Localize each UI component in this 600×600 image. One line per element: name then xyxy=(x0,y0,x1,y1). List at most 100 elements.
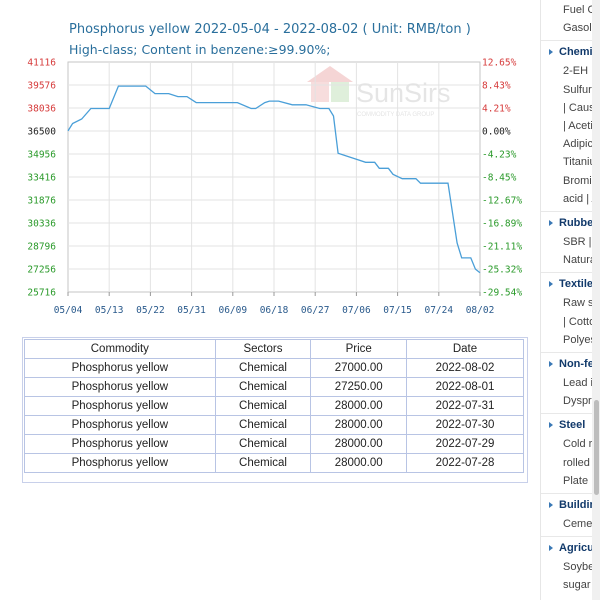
sidebar-category-heading[interactable]: Chemica xyxy=(549,46,600,58)
scrollbar-track[interactable] xyxy=(592,0,600,600)
sidebar-category-heading[interactable]: Building xyxy=(549,499,600,511)
sidebar-commodity-link[interactable]: rolled co xyxy=(563,456,600,469)
sidebar-category-heading[interactable]: Rubber & xyxy=(549,217,600,229)
sidebar-divider xyxy=(541,40,600,42)
sidebar-commodity-link[interactable]: Lead ing xyxy=(563,377,600,389)
sidebar-category-heading[interactable]: Textile xyxy=(549,278,593,290)
sidebar-commodity-link[interactable]: Raw silk xyxy=(563,297,600,310)
y-tick-label-left: 41116 xyxy=(27,58,56,69)
table-cell: 2022-08-02 xyxy=(406,358,524,378)
table-cell: Chemical xyxy=(214,434,312,454)
sidebar-heading-label: Steel xyxy=(559,419,586,432)
x-tick-label: 06/27 xyxy=(301,305,330,316)
table-cell: Phosphorus yellow xyxy=(24,358,216,378)
y-tick-label-left: 33416 xyxy=(27,173,56,184)
y-tick-label-left: 38036 xyxy=(27,104,56,115)
sidebar-category-heading[interactable]: Agricult xyxy=(549,542,600,554)
sidebar-commodity-link[interactable]: sugar | xyxy=(563,579,597,592)
main-content: Phosphorus yellow 2022-05-04 - 2022-08-0… xyxy=(22,22,528,483)
y-tick-label-right: -8.45% xyxy=(482,173,517,184)
triangle-bullet-icon xyxy=(549,361,553,368)
sidebar-commodity-link[interactable]: | Cotton xyxy=(563,315,600,328)
watermark-house-icon xyxy=(307,66,353,82)
sidebar-divider xyxy=(541,413,600,415)
sidebar-commodity-link[interactable]: SBR | L xyxy=(563,236,600,248)
y-tick-label-left: 30336 xyxy=(27,219,56,230)
sidebar-commodity-link[interactable]: Natural xyxy=(563,254,599,267)
triangle-bullet-icon xyxy=(549,49,553,56)
y-tick-label-right: 0.00% xyxy=(482,127,511,138)
triangle-bullet-icon xyxy=(549,502,553,509)
x-tick-label: 05/22 xyxy=(136,305,165,316)
y-tick-label-right: 12.65% xyxy=(482,58,517,69)
table-cell: 2022-07-31 xyxy=(406,396,524,416)
price-line-chart: SunSirs COMMODITY DATA GROUP 41116 12.65%… xyxy=(27,58,522,317)
sidebar-commodity-link[interactable]: Dyspros xyxy=(563,395,600,408)
table-row: Phosphorus yellow Chemical 28000.00 2022-07… xyxy=(24,434,524,454)
y-tick-label-left: 34956 xyxy=(27,150,56,161)
sidebar-heading-label: Agricult xyxy=(559,542,600,555)
x-tick-label: 07/15 xyxy=(383,305,412,316)
sidebar-commodity-link[interactable]: Plate | R xyxy=(563,474,600,487)
table-cell: Chemical xyxy=(214,358,312,378)
y-tick-label-left: 31876 xyxy=(27,196,56,207)
table-cell: Chemical xyxy=(214,396,312,416)
sidebar-commodity-link[interactable]: Cement xyxy=(563,518,600,530)
sidebar-commodity-link[interactable]: Titanium xyxy=(563,156,600,169)
table-cell: 2022-07-29 xyxy=(406,434,524,454)
table-cell: 2022-07-30 xyxy=(406,415,524,435)
table-cell: Phosphorus yellow xyxy=(24,415,216,435)
table-cell: Phosphorus yellow xyxy=(24,377,216,397)
sidebar-commodity-link[interactable]: Polyeste xyxy=(563,333,600,346)
sidebar-commodity-link[interactable]: Fuel Oil xyxy=(563,4,600,16)
y-tick-label-right: 8.43% xyxy=(482,81,511,92)
sidebar-commodity-link[interactable]: Bromine xyxy=(563,174,600,187)
table-cell: Phosphorus yellow xyxy=(24,434,216,454)
x-tick-label: 06/09 xyxy=(218,305,247,316)
x-tick-label: 07/06 xyxy=(342,305,371,316)
x-tick-label: 05/31 xyxy=(177,305,206,316)
sidebar-commodity-link[interactable]: Soybean xyxy=(563,561,600,574)
table-cell: Chemical xyxy=(214,453,312,473)
sidebar-category-heading[interactable]: Non-fer xyxy=(549,358,598,370)
x-tick-label: 08/02 xyxy=(466,305,495,316)
sidebar-commodity-link[interactable]: | Acetic xyxy=(563,120,599,132)
table-row: Phosphorus yellow Chemical 28000.00 2022-07… xyxy=(24,453,524,473)
column-header: Price xyxy=(310,339,408,359)
sidebar-commodity-link[interactable]: acid | A xyxy=(563,192,599,205)
table-cell: 28000.00 xyxy=(310,453,408,473)
table-cell: Chemical xyxy=(214,377,312,397)
triangle-bullet-icon xyxy=(549,281,553,288)
y-tick-label-right: -12.67% xyxy=(482,196,522,207)
sidebar-commodity-link[interactable]: Gasolin xyxy=(563,22,600,35)
watermark-brand: SunSirs xyxy=(356,78,451,108)
sidebar-commodity-link[interactable]: Sulfuric xyxy=(563,83,600,96)
sidebar-heading-label: Rubber & xyxy=(559,217,600,229)
x-tick-label: 07/24 xyxy=(424,305,453,316)
column-header: Sectors xyxy=(214,339,312,359)
y-tick-label-left: 27256 xyxy=(27,265,56,276)
table-header-row: Commodity Sectors Price Date xyxy=(24,339,524,359)
y-tick-label-right: -25.32% xyxy=(482,265,522,276)
sunsirs-watermark: SunSirs COMMODITY DATA GROUP xyxy=(307,66,451,118)
sidebar-commodity-link[interactable]: 2-EH | U xyxy=(563,65,600,78)
column-header: Commodity xyxy=(24,339,216,359)
sidebar-divider xyxy=(541,211,600,212)
sidebar-category-heading[interactable]: Steel xyxy=(549,419,585,431)
y-tick-label-right: -21.11% xyxy=(482,242,522,253)
y-tick-label-left: 25716 xyxy=(27,288,56,299)
sidebar-commodity-link[interactable]: | Caustic xyxy=(563,101,600,114)
column-header: Date xyxy=(406,339,524,359)
triangle-bullet-icon xyxy=(549,422,553,429)
table-cell: Chemical xyxy=(214,415,312,435)
table-row: Phosphorus yellow Chemical 27250.00 2022-08… xyxy=(24,377,524,397)
scrollbar-thumb[interactable] xyxy=(594,400,599,495)
sidebar-commodity-link[interactable]: Adipic a xyxy=(563,138,600,151)
table-cell: 2022-07-28 xyxy=(406,453,524,473)
chart-title: Phosphorus yellow 2022-05-04 - 2022-08-0… xyxy=(69,22,471,37)
table-cell: Phosphorus yellow xyxy=(24,453,216,473)
table-cell: 2022-08-01 xyxy=(406,377,524,397)
sidebar-commodity-link[interactable]: Cold rol xyxy=(563,438,600,451)
triangle-bullet-icon xyxy=(549,545,553,552)
y-tick-label-left: 39576 xyxy=(27,81,56,92)
